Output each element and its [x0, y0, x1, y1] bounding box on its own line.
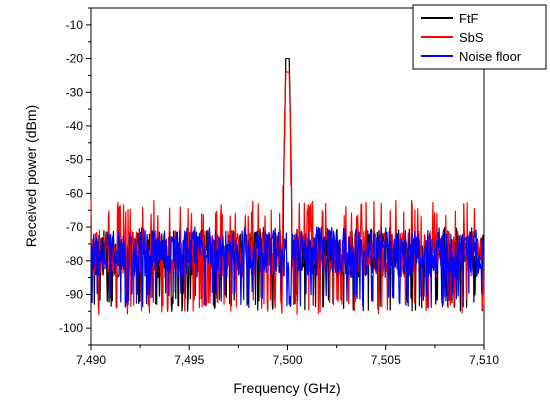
- x-axis-label: Frequency (GHz): [233, 380, 340, 396]
- x-tick-label: 7,490: [76, 353, 106, 367]
- legend-label: FtF: [459, 11, 479, 26]
- x-tick-label: 7,505: [371, 353, 401, 367]
- y-tick-label: -30: [66, 85, 84, 99]
- series-layer: [90, 57, 485, 316]
- legend-label: Noise floor: [459, 49, 522, 64]
- y-tick-label: -10: [66, 18, 84, 32]
- y-axis-label: Received power (dBm): [23, 105, 39, 247]
- y-tick-label: -90: [66, 287, 84, 301]
- y-tick-label: -50: [66, 153, 84, 167]
- x-axis: 7,490 7,495 7,500 7,505 7,510: [76, 345, 499, 367]
- y-axis: -100 -90 -80 -70 -60 -50 -40 -30 -20 -10: [59, 7, 91, 346]
- x-tick-label: 7,500: [272, 353, 302, 367]
- x-tick-label: 7,495: [174, 353, 204, 367]
- y-tick-label: -40: [66, 119, 84, 133]
- legend-label: SbS: [459, 30, 484, 45]
- series-line-noise-floor: [90, 226, 485, 308]
- y-tick-label: -70: [66, 220, 84, 234]
- y-tick-label: -20: [66, 52, 84, 66]
- y-tick-label: -80: [66, 254, 84, 268]
- y-tick-label: -100: [59, 321, 83, 335]
- legend: FtF SbS Noise floor: [412, 4, 547, 70]
- y-tick-label: -60: [66, 186, 84, 200]
- x-tick-label: 7,510: [469, 353, 499, 367]
